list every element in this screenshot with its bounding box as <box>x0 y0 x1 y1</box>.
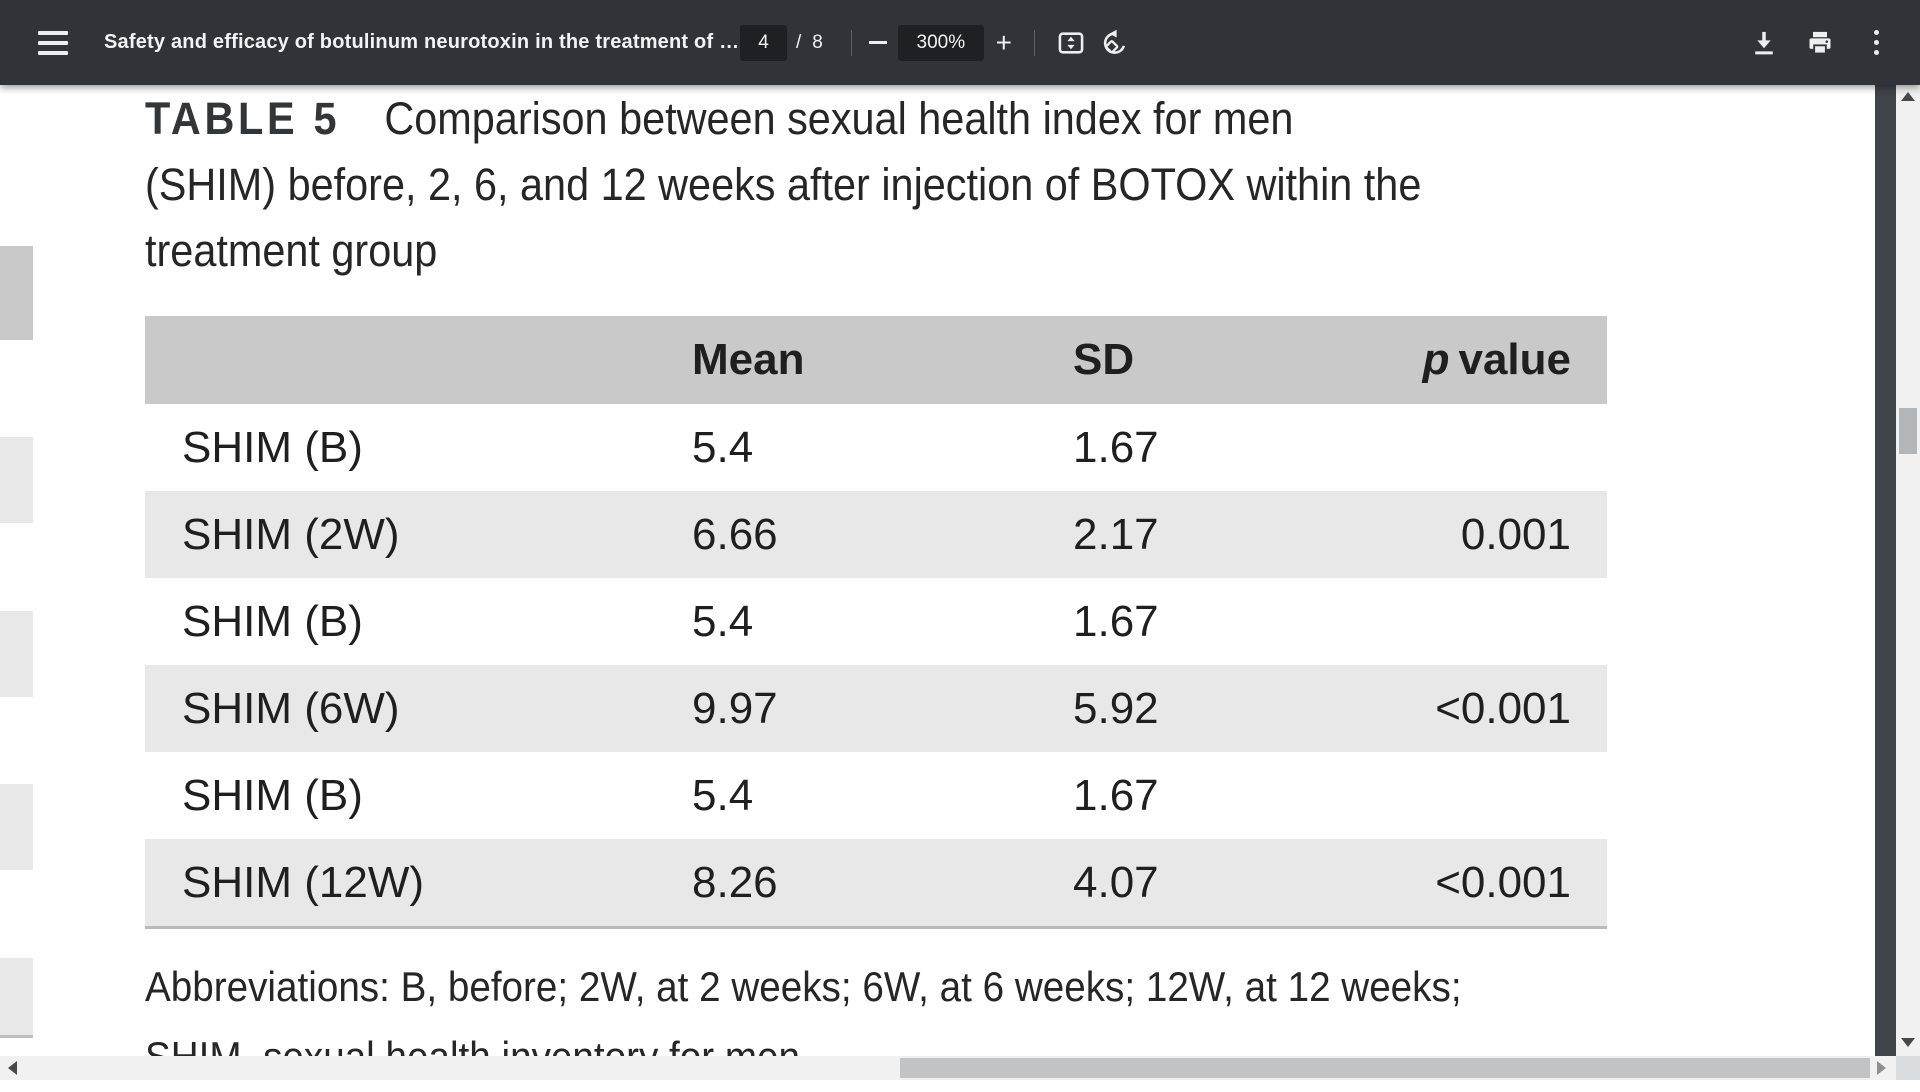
rotate-button[interactable] <box>1093 0 1137 85</box>
vertical-scrollbar-thumb[interactable] <box>1899 408 1917 454</box>
scroll-down-icon[interactable] <box>1901 1038 1915 1047</box>
horizontal-scrollbar-thumb[interactable] <box>900 1058 1870 1078</box>
fit-page-icon <box>1057 29 1085 57</box>
left-column-table-fragment <box>0 246 33 340</box>
toolbar-divider <box>850 29 852 56</box>
zoom-out-button[interactable] <box>858 0 898 85</box>
toolbar-divider <box>1033 29 1035 56</box>
caption-line2: (SHIM) before, 2, 6, and 12 weeks after … <box>145 159 1422 210</box>
fit-to-page-button[interactable] <box>1049 0 1093 85</box>
caption-line3: treatment group <box>145 225 438 276</box>
table-row: SHIM (2W) 6.66 2.17 0.001 <box>145 491 1607 578</box>
viewer-background-strip <box>1875 85 1896 1056</box>
printer-icon <box>1806 29 1834 57</box>
page-separator: / <box>796 31 802 53</box>
page-number-input[interactable] <box>740 24 787 61</box>
left-column-table-fragment <box>0 958 33 1038</box>
left-column-table-fragment <box>0 784 33 870</box>
pdf-toolbar: Safety and efficacy of botulinum neuroto… <box>0 0 1920 85</box>
header-sd: SD <box>1073 335 1135 384</box>
caption-line1: Comparison between sexual health index f… <box>384 93 1294 144</box>
print-button[interactable] <box>1798 0 1842 85</box>
scroll-left-icon[interactable] <box>8 1061 17 1075</box>
left-column-table-fragment <box>0 437 33 523</box>
download-button[interactable] <box>1742 0 1786 85</box>
page-total: 8 <box>812 31 823 53</box>
rotate-ccw-icon <box>1101 29 1129 57</box>
table-label: TABLE 5 <box>145 93 341 144</box>
zoom-in-button[interactable]: + <box>984 0 1024 85</box>
header-mean: Mean <box>692 335 805 384</box>
document-title: Safety and efficacy of botulinum neuroto… <box>104 31 740 53</box>
footnote-line1: Abbreviations: B, before; 2W, at 2 weeks… <box>145 963 1462 1010</box>
table-caption: TABLE 5 Comparison between sexual health … <box>145 86 1532 284</box>
header-rowlabel <box>145 316 684 404</box>
scroll-up-icon[interactable] <box>1901 92 1915 101</box>
table-header-row: Mean SD p value <box>145 316 1607 404</box>
table-row: SHIM (B) 5.4 1.67 <box>145 578 1607 665</box>
header-pvalue: p value <box>1422 335 1571 384</box>
toolbar-right-controls <box>1742 0 1898 85</box>
download-icon <box>1750 29 1778 57</box>
vertical-scrollbar[interactable] <box>1896 85 1920 1056</box>
table-row: SHIM (B) 5.4 1.67 <box>145 752 1607 839</box>
plus-icon: + <box>995 26 1013 58</box>
more-options-button[interactable] <box>1854 0 1898 85</box>
zoom-level-display: 300% <box>897 24 984 61</box>
minus-icon <box>868 41 887 44</box>
data-table: Mean SD p value SHIM (B) 5.4 1.67 SHIM (2… <box>145 316 1607 929</box>
table-row: SHIM (B) 5.4 1.67 <box>145 404 1607 491</box>
table-row: SHIM (12W) 8.26 4.07 <0.001 <box>145 839 1607 926</box>
table-row: SHIM (6W) 9.97 5.92 <0.001 <box>145 665 1607 752</box>
scroll-right-icon[interactable] <box>1877 1061 1886 1075</box>
scrollbar-corner <box>1896 1056 1920 1080</box>
toolbar-center-controls: / 8 300% + <box>740 0 1137 85</box>
vertical-dots-icon <box>1873 30 1879 55</box>
menu-icon[interactable] <box>36 0 70 85</box>
left-column-table-fragment <box>0 611 33 697</box>
